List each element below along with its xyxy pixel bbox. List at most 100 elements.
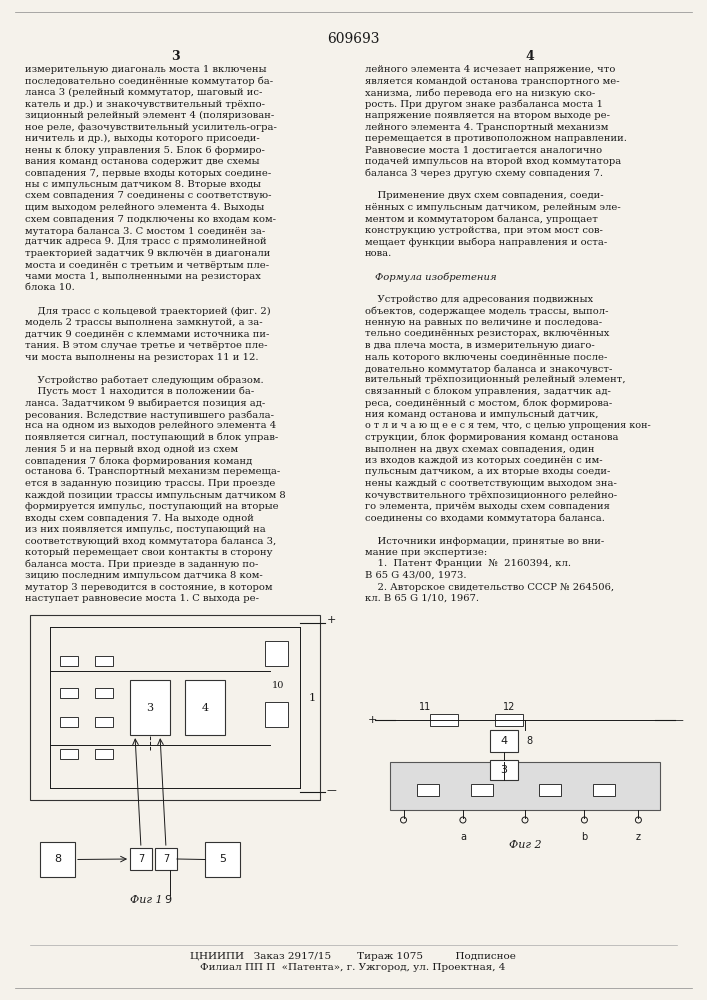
Text: пульсным датчиком, а их вторые входы соеди-: пульсным датчиком, а их вторые входы сое… <box>365 468 610 477</box>
Text: траекторией задатчик 9 включён в диагонали: траекторией задатчик 9 включён в диагона… <box>25 249 270 258</box>
Text: реса, соединённый с мостом, блок формирова-: реса, соединённый с мостом, блок формиро… <box>365 398 612 408</box>
Bar <box>95 749 113 759</box>
Bar <box>95 656 113 666</box>
Bar <box>265 702 288 727</box>
Text: 11: 11 <box>419 702 431 712</box>
Text: z: z <box>636 832 641 842</box>
Text: перемещается в противоположном направлении.: перемещается в противоположном направлен… <box>365 134 627 143</box>
Text: совпадения 7, первые входы которых соедине-: совпадения 7, первые входы которых соеди… <box>25 168 271 178</box>
Text: тельно соединённых резисторах, включённых: тельно соединённых резисторах, включённы… <box>365 330 609 338</box>
Text: 4: 4 <box>201 703 209 713</box>
Text: последовательно соединённые коммутатор ба-: последовательно соединённые коммутатор б… <box>25 77 273 86</box>
Text: Применение двух схем совпадения, соеди-: Применение двух схем совпадения, соеди- <box>365 192 604 200</box>
Text: 5: 5 <box>219 854 226 864</box>
Text: Филиал ПП П  «Патента», г. Ужгород, ул. Проектная, 4: Филиал ПП П «Патента», г. Ужгород, ул. П… <box>200 963 506 972</box>
Text: струкции, блок формирования команд останова: струкции, блок формирования команд остан… <box>365 433 619 442</box>
Text: мание при экспертизе:: мание при экспертизе: <box>365 548 487 557</box>
Text: каждой позиции трассы импульсным датчиком 8: каждой позиции трассы импульсным датчико… <box>25 490 286 499</box>
Text: ментом и коммутатором баланса, упрощает: ментом и коммутатором баланса, упрощает <box>365 215 598 224</box>
Text: соответствующий вход коммутатора баланса 3,: соответствующий вход коммутатора баланса… <box>25 536 276 546</box>
Text: ланса 3 (релейный коммутатор, шаговый ис-: ланса 3 (релейный коммутатор, шаговый ис… <box>25 88 262 97</box>
Text: 7: 7 <box>163 854 169 864</box>
Text: ется в заданную позицию трассы. При проезде: ется в заданную позицию трассы. При прое… <box>25 479 275 488</box>
Text: нены к блоку управления 5. Блок 6 формиро-: нены к блоку управления 5. Блок 6 формир… <box>25 145 265 155</box>
Text: соединены со входами коммутатора баланса.: соединены со входами коммутатора баланса… <box>365 514 605 523</box>
Text: формируется импульс, поступающий на вторые: формируется импульс, поступающий на втор… <box>25 502 279 511</box>
Text: 3: 3 <box>170 50 180 63</box>
Text: щим выходом релейного элемента 4. Выходы: щим выходом релейного элемента 4. Выходы <box>25 203 264 212</box>
Bar <box>417 784 439 796</box>
Text: из входов каждой из которых соединён с им-: из входов каждой из которых соединён с и… <box>365 456 602 465</box>
Bar <box>30 615 320 800</box>
Text: 8: 8 <box>54 854 61 864</box>
Text: 4: 4 <box>525 50 534 63</box>
Text: 1: 1 <box>308 693 315 703</box>
Text: кочувствительного трёхпозиционного релейно-: кочувствительного трёхпозиционного релей… <box>365 490 617 499</box>
Bar <box>185 680 225 735</box>
Text: Устройство работает следующим образом.: Устройство работает следующим образом. <box>25 375 264 385</box>
Bar <box>490 760 518 780</box>
Text: вительный трёхпозиционный релейный элемент,: вительный трёхпозиционный релейный элеме… <box>365 375 626 384</box>
Text: ничитель и др.), выходы которого присоеди-: ничитель и др.), выходы которого присоед… <box>25 134 259 143</box>
Text: 10: 10 <box>271 681 284 690</box>
Text: ления 5 и на первый вход одной из схем: ления 5 и на первый вход одной из схем <box>25 444 238 454</box>
Text: напряжение появляется на втором выходе ре-: напряжение появляется на втором выходе р… <box>365 111 610 120</box>
Text: довательно коммутатор баланса и знакочувст-: довательно коммутатор баланса и знакочув… <box>365 364 612 373</box>
Text: рость. При другом знаке разбаланса моста 1: рость. При другом знаке разбаланса моста… <box>365 100 603 109</box>
Text: Источники информации, принятые во вни-: Источники информации, принятые во вни- <box>365 536 604 546</box>
Text: ния команд останова и импульсный датчик,: ния команд останова и импульсный датчик, <box>365 410 599 419</box>
Text: наступает равновесие моста 1. С выхода ре-: наступает равновесие моста 1. С выхода р… <box>25 594 259 603</box>
Bar <box>60 717 78 727</box>
Text: схем совпадения 7 подключены ко входам ком-: схем совпадения 7 подключены ко входам к… <box>25 215 276 224</box>
Bar <box>60 749 78 759</box>
Bar <box>495 714 523 726</box>
Text: ны с импульсным датчиком 8. Вторые входы: ны с импульсным датчиком 8. Вторые входы <box>25 180 261 189</box>
Text: В 65 G 43/00, 1973.: В 65 G 43/00, 1973. <box>365 571 467 580</box>
Text: баланса моста. При приезде в заданную по-: баланса моста. При приезде в заданную по… <box>25 560 258 569</box>
Text: выполнен на двух схемах совпадения, один: выполнен на двух схемах совпадения, один <box>365 444 595 454</box>
Text: появляется сигнал, поступающий в блок управ-: появляется сигнал, поступающий в блок уп… <box>25 433 279 442</box>
Text: совпадения 7 блока формирования команд: совпадения 7 блока формирования команд <box>25 456 252 466</box>
Text: модель 2 трассы выполнена замкнутой, а за-: модель 2 трассы выполнена замкнутой, а з… <box>25 318 262 327</box>
Text: Фиг 2: Фиг 2 <box>509 840 542 850</box>
Text: Равновесие моста 1 достигается аналогично: Равновесие моста 1 достигается аналогичн… <box>365 145 602 154</box>
Bar <box>60 656 78 666</box>
Bar <box>155 848 177 870</box>
Bar <box>95 688 113 698</box>
Text: чи моста выполнены на резисторах 11 и 12.: чи моста выполнены на резисторах 11 и 12… <box>25 353 259 361</box>
Text: связанный с блоком управления, задатчик ад-: связанный с блоком управления, задатчик … <box>365 387 611 396</box>
Bar <box>130 848 152 870</box>
Text: зиционный релейный элемент 4 (поляризован-: зиционный релейный элемент 4 (поляризова… <box>25 111 274 120</box>
Text: зицию последним импульсом датчика 8 ком-: зицию последним импульсом датчика 8 ком- <box>25 571 263 580</box>
Text: является командой останова транспортного ме-: является командой останова транспортного… <box>365 77 619 86</box>
Text: чами моста 1, выполненными на резисторах: чами моста 1, выполненными на резисторах <box>25 272 261 281</box>
Text: катель и др.) и знакочувствительный трёхпо-: катель и др.) и знакочувствительный трёх… <box>25 100 265 109</box>
Text: 12: 12 <box>503 702 515 712</box>
Text: —: — <box>673 715 683 725</box>
Text: —: — <box>327 785 337 795</box>
Text: ланса. Задатчиком 9 выбирается позиция ад-: ланса. Задатчиком 9 выбирается позиция а… <box>25 398 265 408</box>
Text: о т л и ч а ю щ е е с я тем, что, с целью упрощения кон-: о т л и ч а ю щ е е с я тем, что, с цель… <box>365 422 650 430</box>
Text: мутатор 3 переводится в состояние, в котором: мутатор 3 переводится в состояние, в кот… <box>25 582 272 591</box>
Text: +: + <box>327 615 337 625</box>
Bar <box>40 842 75 877</box>
Text: 9: 9 <box>165 895 172 905</box>
Text: нённых с импульсным датчиком, релейным эле-: нённых с импульсным датчиком, релейным э… <box>365 203 621 212</box>
Bar <box>430 714 458 726</box>
Text: 4: 4 <box>501 736 508 746</box>
Text: конструкцию устройства, при этом мост сов-: конструкцию устройства, при этом мост со… <box>365 226 603 235</box>
Text: датчик адреса 9. Для трасс с прямолинейной: датчик адреса 9. Для трасс с прямолинейн… <box>25 237 267 246</box>
Text: нова.: нова. <box>365 249 392 258</box>
Bar <box>60 688 78 698</box>
Text: 3: 3 <box>501 765 508 775</box>
Text: в два плеча моста, в измерительную диаго-: в два плеча моста, в измерительную диаго… <box>365 341 595 350</box>
Text: +: + <box>368 715 377 725</box>
Text: Для трасс с кольцевой траекторией (фиг. 2): Для трасс с кольцевой траекторией (фиг. … <box>25 306 271 316</box>
Text: ненную на равных по величине и последова-: ненную на равных по величине и последова… <box>365 318 602 327</box>
Text: нса на одном из выходов релейного элемента 4: нса на одном из выходов релейного элемен… <box>25 422 276 430</box>
Text: баланса 3 через другую схему совпадения 7.: баланса 3 через другую схему совпадения … <box>365 168 603 178</box>
Bar <box>539 784 561 796</box>
Text: 2. Авторское свидетельство СССР № 264506,: 2. Авторское свидетельство СССР № 264506… <box>365 582 614 591</box>
Text: ное реле, фазочувствительный усилитель-огра-: ное реле, фазочувствительный усилитель-о… <box>25 122 277 131</box>
Text: вания команд останова содержит две схемы: вания команд останова содержит две схемы <box>25 157 259 166</box>
